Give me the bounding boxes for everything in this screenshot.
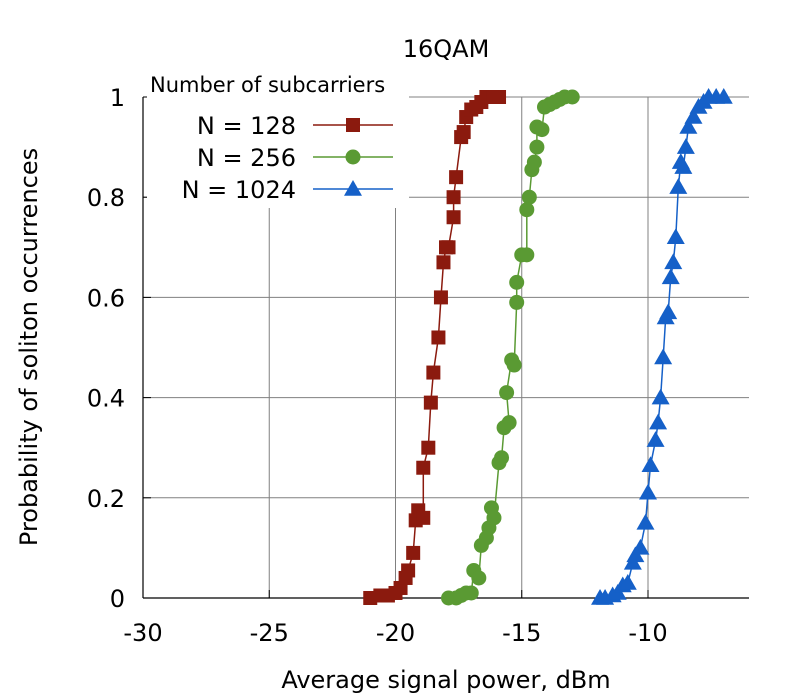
chart-title: 16QAM <box>403 35 490 63</box>
x-axis-title: Average signal power, dBm <box>281 666 610 694</box>
data-point <box>534 122 550 138</box>
data-point <box>506 357 522 373</box>
data-point <box>441 240 456 255</box>
y-tick-label: 0 <box>110 585 125 613</box>
data-point <box>416 460 431 475</box>
data-point <box>406 545 421 560</box>
data-point <box>618 573 637 590</box>
x-tick-label: -25 <box>250 619 289 647</box>
data-point <box>471 570 487 586</box>
data-point <box>401 563 416 578</box>
series-line <box>448 96 573 599</box>
data-point <box>463 585 479 601</box>
data-point <box>684 108 703 124</box>
data-point <box>529 139 545 155</box>
series-circle <box>441 89 580 606</box>
y-tick-label: 0.4 <box>87 385 125 413</box>
data-point <box>426 365 441 380</box>
data-point <box>416 510 431 525</box>
data-point <box>714 88 733 104</box>
data-point <box>509 274 525 290</box>
data-point <box>676 138 695 154</box>
data-point <box>449 170 464 185</box>
series-square <box>363 90 507 605</box>
data-point <box>436 255 451 270</box>
tick-labels: -30 -25 -20 -15 -10 0 0.2 0.4 0.6 0.8 1 <box>87 84 668 647</box>
y-tick-label: 0.6 <box>87 284 125 312</box>
data-series <box>363 88 733 606</box>
data-point <box>654 348 673 365</box>
data-point <box>423 395 438 410</box>
data-point <box>501 415 517 431</box>
data-point <box>639 483 657 500</box>
legend-label: N = 256 <box>197 144 296 172</box>
data-point <box>526 154 542 170</box>
data-point <box>646 431 665 447</box>
legend-label: N = 128 <box>197 112 296 140</box>
data-point <box>509 294 525 310</box>
legend-marker <box>346 118 360 132</box>
data-point <box>521 189 537 205</box>
data-point <box>431 330 446 345</box>
legend-marker <box>345 149 361 165</box>
series-line <box>600 96 724 599</box>
x-tick-label: -30 <box>123 619 162 647</box>
legend-background <box>147 74 409 208</box>
data-point <box>674 158 693 174</box>
data-point <box>446 210 461 225</box>
data-point <box>564 89 580 105</box>
data-point <box>641 456 660 472</box>
data-point <box>519 202 535 218</box>
data-point <box>669 178 688 194</box>
data-point <box>421 440 436 455</box>
data-point <box>494 450 510 466</box>
data-point <box>499 385 515 401</box>
data-point <box>649 413 668 430</box>
data-point <box>651 388 670 405</box>
y-tick-label: 0.2 <box>87 485 125 513</box>
data-point <box>679 118 698 134</box>
data-point <box>519 247 535 263</box>
series-triangle <box>591 88 733 605</box>
data-point <box>664 253 683 270</box>
data-point <box>666 228 685 245</box>
x-tick-label: -15 <box>502 619 541 647</box>
data-point <box>661 268 680 285</box>
y-tick-label: 1 <box>110 84 125 112</box>
legend-marker <box>344 180 362 196</box>
y-tick-label: 0.8 <box>87 184 125 212</box>
data-point <box>659 303 678 320</box>
legend-entries: N = 128 N = 256 N = 1024 <box>182 112 393 204</box>
data-point <box>636 513 655 530</box>
data-point <box>631 538 650 555</box>
legend-title: Number of subcarriers <box>150 73 385 97</box>
x-tick-label: -10 <box>628 619 667 647</box>
data-point <box>492 90 507 104</box>
data-point <box>456 125 471 140</box>
data-point <box>446 190 461 205</box>
data-point <box>433 290 448 305</box>
y-axis-title: Probability of soliton occurrences <box>15 148 43 546</box>
legend-label: N = 1024 <box>182 176 296 204</box>
data-point <box>486 510 502 526</box>
x-tick-label: -20 <box>376 619 415 647</box>
